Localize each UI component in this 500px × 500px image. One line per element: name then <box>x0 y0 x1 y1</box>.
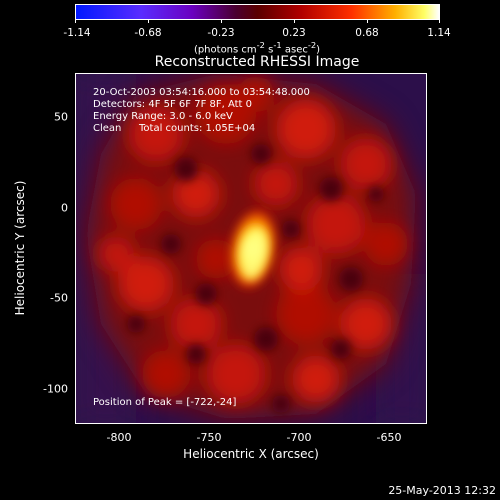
x-tick-label: -750 <box>196 431 222 444</box>
colorbar-unit-label: (photons cm-2 s-1 asec-2) <box>193 40 321 56</box>
heatmap-blob <box>276 99 336 159</box>
heatmap-blob <box>292 355 340 403</box>
heatmap-blob <box>364 222 408 266</box>
detectors-label: Detectors: 4F 5F 6F 7F 8F, Att 0 <box>93 99 253 110</box>
heatmap-blob <box>279 247 323 291</box>
x-tick-label: -800 <box>106 431 132 444</box>
colorbar <box>75 4 440 20</box>
heatmap-dark-spot <box>161 234 181 254</box>
total-counts-label: Total counts: 1.05E+04 <box>139 123 256 134</box>
plot-area: 20-Oct-2003 03:54:16.000 to 03:54:48.000… <box>75 73 427 424</box>
clean-label: Clean <box>93 123 122 134</box>
y-tick-label: 50 <box>54 110 68 124</box>
heatmap-dark-spot <box>331 339 351 359</box>
heatmap-blob <box>118 256 174 312</box>
heatmap-blob <box>206 344 266 404</box>
heatmap-image <box>76 74 426 423</box>
heatmap-dark-spot <box>319 177 343 201</box>
heatmap-dark-spot <box>127 315 145 333</box>
x-axis-label: Heliocentric X (arcsec) <box>183 447 319 461</box>
heatmap-blob <box>142 350 190 398</box>
heatmap-blob <box>172 170 220 218</box>
energy-range-label: Energy Range: 3.0 - 6.0 keV <box>93 111 233 122</box>
x-tick-label: -650 <box>376 431 402 444</box>
heatmap-blob <box>238 76 274 112</box>
colorbar-tick-label: -0.23 <box>207 27 235 39</box>
heatmap-dark-spot <box>174 157 198 181</box>
peak-position-label: Position of Peak = [-722,-24] <box>93 397 237 408</box>
footer-date: 25-May-2013 12:32 <box>388 484 496 497</box>
heatmap-dark-spot <box>251 144 271 164</box>
heatmap-blob <box>128 106 184 162</box>
colorbar-tick-label: -1.14 <box>63 27 91 39</box>
colorbar-tick-label: -0.68 <box>134 27 162 39</box>
heatmap-dark-spot <box>272 395 290 413</box>
heatmap-dark-spot <box>368 186 384 202</box>
y-axis-label: Heliocentric Y (arcsec) <box>13 180 27 316</box>
heatmap-blob <box>98 236 134 272</box>
time-range-label: 20-Oct-2003 03:54:16.000 to 03:54:48.000 <box>93 87 310 98</box>
heatmap-dark-spot <box>254 327 278 351</box>
heatmap-dark-spot <box>282 220 300 238</box>
x-tick-label: -700 <box>286 431 312 444</box>
heatmap-blob <box>340 138 392 190</box>
colorbar-tick-label: 0.68 <box>355 27 379 39</box>
heatmap-blob <box>306 194 366 254</box>
colorbar-tick-label: 0.23 <box>282 27 306 39</box>
chart-title: Reconstructed RHESSI Image <box>154 54 360 70</box>
heatmap-blob <box>110 178 162 230</box>
heatmap-blob <box>340 298 392 350</box>
heatmap-blob <box>196 239 236 279</box>
colorbar-tick-label: 1.14 <box>427 27 451 39</box>
y-tick-label: -50 <box>50 291 68 305</box>
heatmap-dark-spot <box>195 283 217 305</box>
heatmap-blob <box>276 284 336 344</box>
heatmap-blob <box>170 298 222 350</box>
heatmap-dark-spot <box>186 344 206 364</box>
heatmap-dark-spot <box>339 267 363 291</box>
y-tick-label: -100 <box>43 382 68 396</box>
heatmap-blob <box>254 162 298 206</box>
y-tick-label: 0 <box>61 201 68 215</box>
